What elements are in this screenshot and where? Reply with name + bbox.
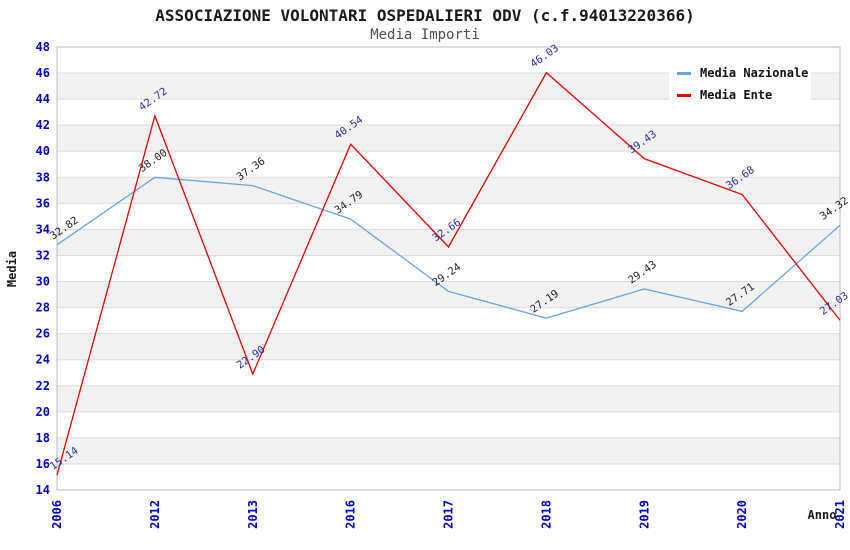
chart-title: ASSOCIAZIONE VOLONTARI OSPEDALIERI ODV (…: [155, 6, 695, 25]
y-tick-label: 40: [36, 144, 50, 158]
plot-border: [56, 46, 841, 491]
y-tick-label: 32: [36, 248, 50, 262]
x-tick-label: 2006: [50, 500, 64, 529]
chart-subtitle: Media Importi: [370, 27, 480, 43]
y-tick-label: 14: [36, 483, 50, 497]
legend: Media Nazionale Media Ente: [669, 57, 811, 112]
y-tick-label: 30: [36, 275, 50, 289]
x-tick-label: 2020: [735, 500, 749, 529]
legend-marker-line-icon: [677, 71, 691, 75]
y-tick-label: 16: [36, 457, 50, 471]
y-tick-label: 18: [36, 431, 50, 445]
y-tick-label: 42: [36, 118, 50, 132]
y-tick-label: 22: [36, 379, 50, 393]
y-tick-label: 46: [36, 66, 50, 80]
x-tick-label: 2019: [637, 500, 651, 529]
plot-band: [57, 385, 840, 412]
y-tick-label: 38: [36, 170, 50, 184]
y-tick-label: 34: [36, 222, 50, 236]
plot-band: [57, 333, 840, 360]
y-tick-label: 48: [36, 40, 50, 54]
legend-label: Media Ente: [700, 88, 773, 102]
plot-band: [57, 437, 840, 464]
y-tick-label: 20: [36, 405, 50, 419]
plot-band: [57, 229, 840, 256]
legend-item-media-ente: Media Ente: [677, 84, 811, 106]
legend-marker-line-icon: [677, 93, 691, 97]
y-tick-label: 44: [36, 92, 50, 106]
series-line-0: [56, 176, 841, 319]
x-tick-label: 2012: [148, 500, 162, 529]
x-tick-label: 2016: [344, 500, 358, 529]
y-tick-label: 26: [36, 327, 50, 341]
y-tick-label: 24: [36, 353, 50, 367]
legend-label: Media Nazionale: [700, 66, 809, 80]
x-tick-label: 2018: [539, 500, 553, 529]
x-tick-label: 2013: [246, 500, 260, 529]
y-tick-label: 28: [36, 301, 50, 315]
y-axis-title: Media: [5, 251, 19, 287]
plot-band: [57, 281, 840, 308]
plot-band: [57, 125, 840, 152]
x-tick-label: 2017: [442, 500, 456, 529]
x-tick-label: 2021: [833, 500, 847, 529]
plot-band: [57, 177, 840, 204]
data-label: 46.03: [528, 42, 561, 70]
x-axis-title: Anno: [808, 508, 837, 522]
series-line-1: [56, 71, 841, 476]
legend-item-media-nazionale: Media Nazionale: [677, 62, 811, 84]
y-tick-label: 36: [36, 196, 50, 210]
